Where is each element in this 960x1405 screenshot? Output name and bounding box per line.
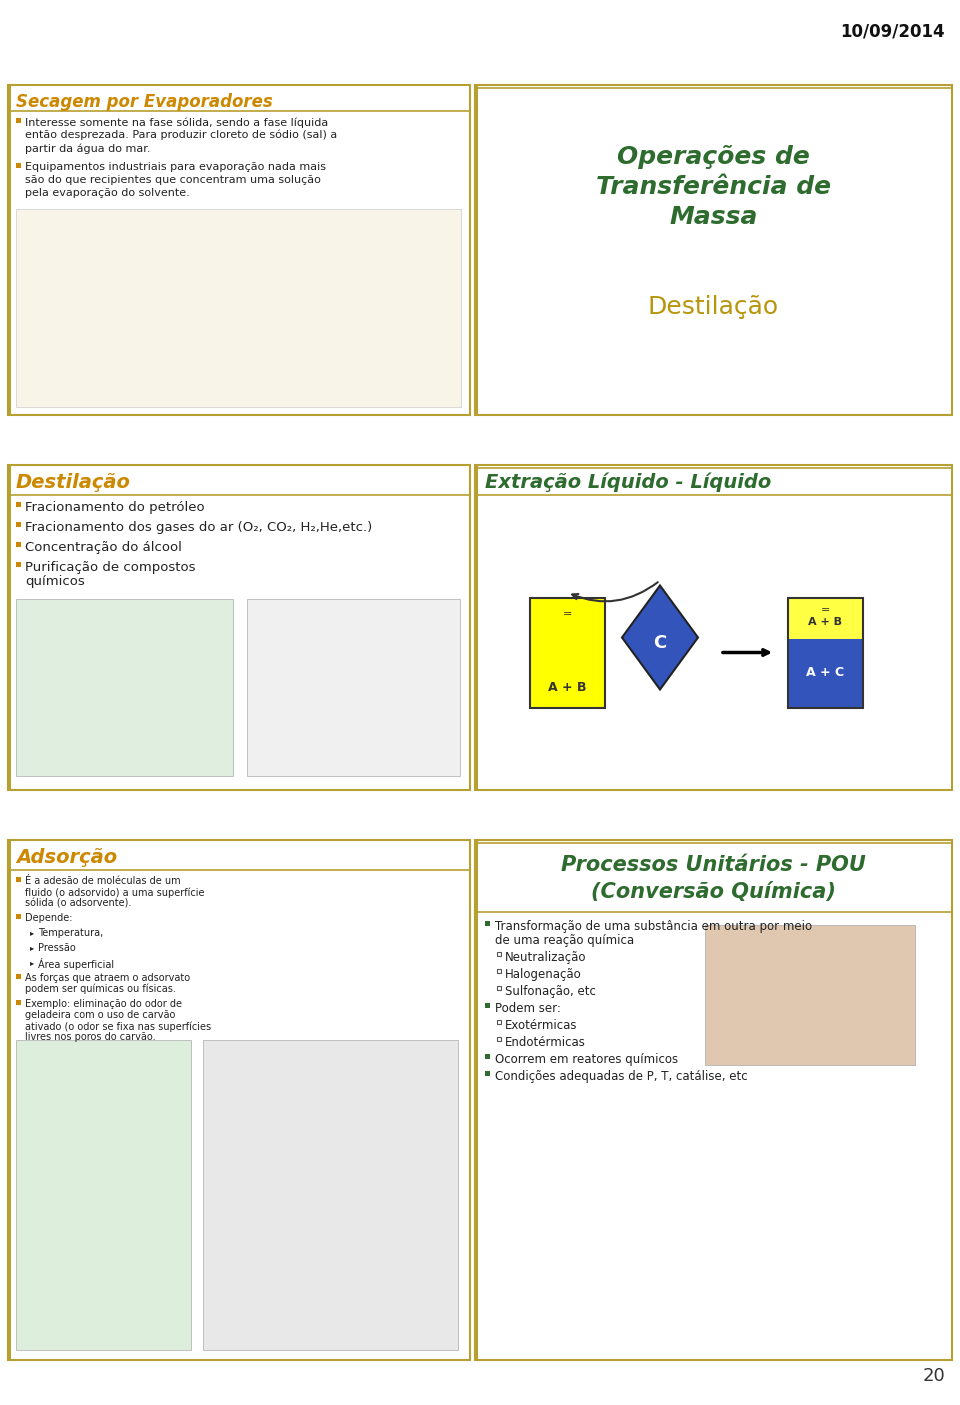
Text: ▸: ▸ <box>30 927 35 937</box>
Bar <box>16 974 21 979</box>
Bar <box>788 597 863 638</box>
Text: são do que recipientes que concentram uma solução: são do que recipientes que concentram um… <box>25 176 321 185</box>
Text: Fracionamento dos gases do ar (O₂, CO₂, H₂,He,etc.): Fracionamento dos gases do ar (O₂, CO₂, … <box>25 521 372 534</box>
Text: Halogenação: Halogenação <box>505 968 582 981</box>
Text: Sulfonação, etc: Sulfonação, etc <box>505 985 596 998</box>
Text: A + B: A + B <box>548 681 587 694</box>
FancyBboxPatch shape <box>8 465 470 790</box>
Bar <box>497 969 501 974</box>
Text: ▸: ▸ <box>30 943 35 953</box>
Text: de uma reação química: de uma reação química <box>495 934 635 947</box>
Text: Temperatura,: Temperatura, <box>38 927 104 939</box>
Bar <box>16 163 21 169</box>
Text: Adsorção: Adsorção <box>16 849 117 867</box>
Text: Endotérmicas: Endotérmicas <box>505 1035 586 1050</box>
Text: Podem ser:: Podem ser: <box>495 1002 561 1014</box>
Bar <box>16 599 233 776</box>
Bar <box>475 465 478 790</box>
Bar <box>16 542 21 547</box>
Text: 10/09/2014: 10/09/2014 <box>840 22 945 39</box>
FancyBboxPatch shape <box>475 465 952 790</box>
Bar <box>497 953 501 955</box>
Bar <box>203 1040 458 1350</box>
Text: então desprezada. Para produzir cloreto de sódio (sal) a: então desprezada. Para produzir cloreto … <box>25 131 337 140</box>
Text: Ocorrem em reatores químicos: Ocorrem em reatores químicos <box>495 1052 678 1066</box>
Text: Destilação: Destilação <box>648 295 780 319</box>
Bar <box>497 1037 501 1041</box>
Bar <box>8 465 11 790</box>
Text: fluido (o adsorvido) a uma superfície: fluido (o adsorvido) a uma superfície <box>25 887 204 898</box>
Text: Destilação: Destilação <box>16 473 131 492</box>
Bar <box>8 840 11 1360</box>
Text: ▸: ▸ <box>30 958 35 967</box>
Bar <box>497 986 501 991</box>
Bar <box>485 1003 490 1007</box>
Text: Fracionamento do petróleo: Fracionamento do petróleo <box>25 502 204 514</box>
Bar <box>485 1054 490 1059</box>
Text: Secagem por Evaporadores: Secagem por Evaporadores <box>16 93 273 111</box>
Bar <box>530 597 605 708</box>
Text: Purificação de compostos: Purificação de compostos <box>25 561 196 575</box>
Text: Processos Unitários - POU: Processos Unitários - POU <box>561 856 866 875</box>
Bar <box>16 1040 191 1350</box>
Bar <box>475 840 478 1360</box>
Text: É a adesão de moléculas de um: É a adesão de moléculas de um <box>25 875 180 887</box>
Text: Operações de: Operações de <box>617 145 810 169</box>
Bar <box>247 599 460 776</box>
Text: Interesse somente na fase sólida, sendo a fase líquida: Interesse somente na fase sólida, sendo … <box>25 117 328 128</box>
Text: Neutralização: Neutralização <box>505 951 587 964</box>
Bar <box>788 597 863 708</box>
Text: 20: 20 <box>923 1367 945 1385</box>
Text: partir da água do mar.: partir da água do mar. <box>25 143 151 153</box>
Text: Massa: Massa <box>669 205 757 229</box>
Bar <box>16 502 21 507</box>
Bar <box>16 1000 21 1005</box>
Text: Concentração do álcool: Concentração do álcool <box>25 541 181 554</box>
Text: A + C: A + C <box>806 666 845 680</box>
FancyBboxPatch shape <box>8 840 470 1360</box>
Text: As forças que atraem o adsorvato: As forças que atraem o adsorvato <box>25 974 190 984</box>
Bar <box>475 84 478 414</box>
Bar <box>16 877 21 882</box>
Text: Exotérmicas: Exotérmicas <box>505 1019 578 1033</box>
Text: Condições adequadas de P, T, catálise, etc: Condições adequadas de P, T, catálise, e… <box>495 1071 748 1083</box>
Bar <box>16 915 21 919</box>
Text: ativado (o odor se fixa nas superfícies: ativado (o odor se fixa nas superfícies <box>25 1021 211 1031</box>
Text: A + B: A + B <box>808 617 843 627</box>
Text: podem ser químicas ou físicas.: podem ser químicas ou físicas. <box>25 983 176 995</box>
Text: Depende:: Depende: <box>25 913 73 923</box>
Text: Área superficial: Área superficial <box>38 958 114 969</box>
Bar <box>16 209 461 407</box>
Text: Transferência de: Transferência de <box>596 176 831 200</box>
Text: =: = <box>821 606 830 615</box>
Text: sólida (o adsorvente).: sólida (o adsorvente). <box>25 898 132 908</box>
FancyBboxPatch shape <box>8 84 470 414</box>
Text: pela evaporação do solvente.: pela evaporação do solvente. <box>25 188 190 198</box>
FancyBboxPatch shape <box>475 84 952 414</box>
Text: geladeira com o uso de carvão: geladeira com o uso de carvão <box>25 1010 176 1020</box>
Text: Exemplo: eliminação do odor de: Exemplo: eliminação do odor de <box>25 999 182 1009</box>
Bar <box>485 922 490 926</box>
Text: livres nos poros do carvão.: livres nos poros do carvão. <box>25 1033 156 1043</box>
Text: químicos: químicos <box>25 575 84 589</box>
Bar <box>8 84 11 414</box>
Text: Transformação de uma substância em outra por meio: Transformação de uma substância em outra… <box>495 920 812 933</box>
Text: =: = <box>563 610 572 620</box>
Bar <box>705 924 915 1065</box>
Polygon shape <box>622 586 698 690</box>
Text: Pressão: Pressão <box>38 943 76 953</box>
Text: Extração Líquido - Líquido: Extração Líquido - Líquido <box>485 473 771 493</box>
Text: C: C <box>654 634 666 652</box>
FancyBboxPatch shape <box>475 840 952 1360</box>
Bar <box>788 638 863 708</box>
Bar <box>16 118 21 124</box>
Bar <box>485 1071 490 1076</box>
Bar <box>16 562 21 568</box>
Text: Equipamentos industriais para evaporação nada mais: Equipamentos industriais para evaporação… <box>25 162 326 171</box>
Bar <box>497 1020 501 1024</box>
Bar <box>16 523 21 527</box>
Text: (Conversão Química): (Conversão Química) <box>591 882 836 902</box>
